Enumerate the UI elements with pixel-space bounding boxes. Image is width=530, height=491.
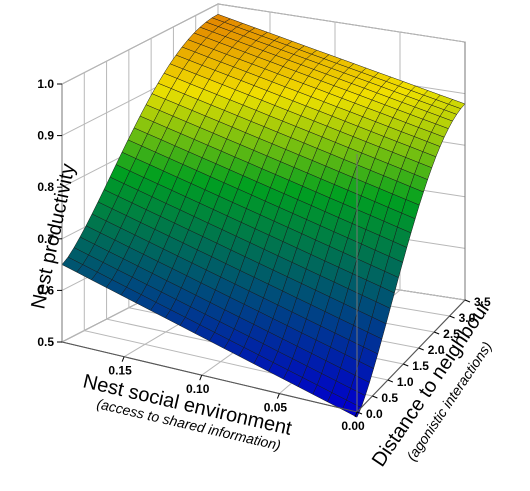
- y-tick-mark: [372, 395, 378, 399]
- x-tick-mark: [121, 356, 125, 362]
- y-axis-ticks: 0.0 0.5 1.0 1.5 2.0 2.5 3.0 3.5: [356, 295, 491, 421]
- x-tick-label: 0.15: [108, 364, 132, 378]
- y-tick-mark: [356, 411, 363, 415]
- x-tick-label: 0.10: [186, 382, 210, 396]
- x-tick-label: 0.00: [341, 419, 365, 433]
- y-tick-mark: [418, 347, 424, 351]
- y-tick-label: 1.5: [412, 359, 429, 373]
- z-tick-label: 0.8: [37, 180, 54, 194]
- box-edge: [356, 299, 466, 413]
- y-tick-label: 3.5: [474, 295, 491, 309]
- y-tick-label: 2.5: [443, 327, 460, 341]
- y-tick-mark: [387, 379, 394, 383]
- z-tick-label: 0.5: [37, 335, 54, 349]
- y-tick-label: 2.0: [428, 343, 445, 357]
- z-tick-label: 0.6: [37, 283, 54, 297]
- y-tick-label: 3.0: [459, 311, 476, 325]
- x-tick-label: 0.05: [264, 401, 288, 415]
- z-axis-ticks: 0.5 0.6 0.7 0.8 0.9 1.0: [37, 77, 62, 349]
- x-tick-mark: [276, 393, 280, 399]
- x-axis-ticks: 0.15 0.10 0.05 0.00: [108, 356, 365, 433]
- x-tick-mark: [199, 374, 203, 381]
- z-tick-label: 0.9: [37, 129, 54, 143]
- y-tick-mark: [403, 363, 409, 367]
- y-tick-label: 0.0: [366, 407, 383, 421]
- y-tick-label: 0.5: [381, 391, 398, 405]
- axis-box-front: [61, 42, 466, 413]
- y-tick-label: 1.0: [397, 375, 414, 389]
- y-tick-mark: [449, 315, 455, 319]
- z-tick-label: 1.0: [37, 77, 54, 91]
- y-tick-mark: [464, 299, 471, 303]
- surface-mesh: [61, 14, 466, 418]
- z-tick-label: 0.7: [37, 232, 54, 246]
- box-edge: [61, 341, 358, 413]
- y-tick-mark: [433, 331, 440, 335]
- x-tick-mark: [354, 411, 358, 418]
